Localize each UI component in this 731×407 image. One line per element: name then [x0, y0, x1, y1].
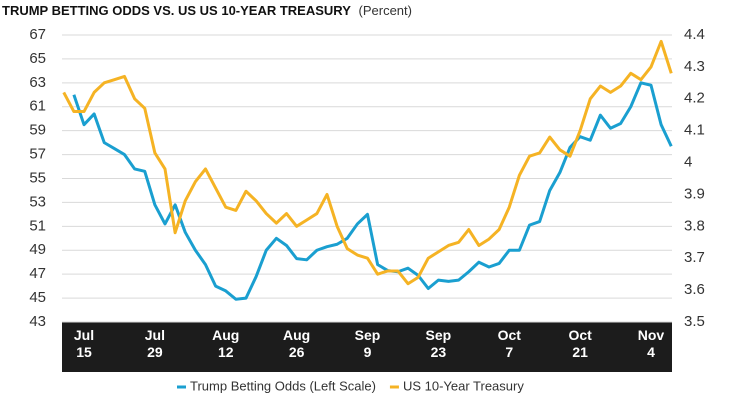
y2-tick-label: 3.7 — [684, 249, 705, 266]
x-tick-label: Jul 15 — [74, 327, 94, 360]
y-tick-label: 49 — [29, 241, 46, 258]
chart-title-group: TRUMP BETTING ODDS VS. US US 10-YEAR TRE… — [2, 3, 412, 18]
y-tick-label: 43 — [29, 313, 46, 330]
series-line — [72, 81, 673, 301]
x-tick-label: Jul 29 — [145, 327, 165, 360]
legend-label: Trump Betting Odds (Left Scale) — [190, 378, 376, 393]
legend: Trump Betting Odds (Left Scale) US 10-Yea… — [177, 378, 524, 393]
x-tick-label: Sep 23 — [426, 327, 452, 360]
y2-tick-label: 4.1 — [684, 122, 705, 139]
x-tick-label: Aug 12 — [212, 327, 239, 360]
y2-tick-label: 4.3 — [684, 58, 705, 75]
x-tick-label: Oct 7 — [498, 327, 522, 360]
x-axis-band — [62, 322, 672, 372]
y2-tick-label: 3.8 — [684, 217, 705, 234]
y-tick-label: 65 — [29, 50, 46, 67]
x-tick-label: Aug 26 — [283, 327, 310, 360]
y-tick-label: 55 — [29, 169, 46, 186]
y2-tick-label: 3.9 — [684, 185, 705, 202]
y-tick-label: 47 — [29, 265, 46, 282]
y2-tick-label: 3.6 — [684, 281, 705, 298]
legend-label: US 10-Year Treasury — [403, 378, 524, 393]
chart-subtitle: (Percent) — [359, 3, 412, 18]
y-tick-label: 63 — [29, 74, 46, 91]
y2-tick-label: 4.4 — [684, 26, 705, 43]
y-tick-label: 51 — [29, 217, 46, 234]
series-line — [62, 39, 673, 286]
y2-tick-label: 4 — [684, 154, 692, 171]
y2-tick-label: 4.2 — [684, 90, 705, 107]
y-tick-label: 67 — [29, 26, 46, 43]
x-tick-label: Sep 9 — [355, 327, 381, 360]
y-tick-label: 45 — [29, 289, 46, 306]
y-tick-label: 57 — [29, 146, 46, 163]
y2-tick-label: 3.5 — [684, 313, 705, 330]
chart-title: TRUMP BETTING ODDS VS. US US 10-YEAR TRE… — [2, 3, 351, 18]
y-tick-label: 61 — [29, 98, 46, 115]
x-tick-label: Oct 21 — [568, 327, 592, 360]
y-tick-label: 59 — [29, 122, 46, 139]
x-tick-label: Nov 4 — [638, 327, 665, 360]
y-tick-label: 53 — [29, 193, 46, 210]
